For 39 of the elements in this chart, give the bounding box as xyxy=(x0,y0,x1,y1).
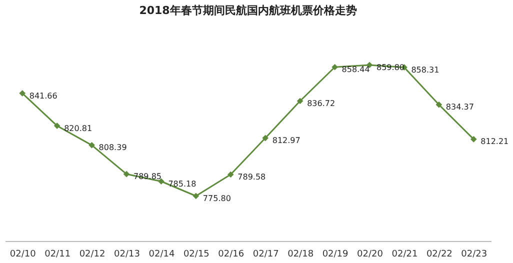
x-tick-label: 02/14 xyxy=(148,250,175,260)
data-label: 775.80 xyxy=(202,194,231,203)
point xyxy=(123,170,130,178)
data-label: 834.37 xyxy=(446,102,474,112)
data-label: 812.97 xyxy=(272,136,300,146)
x-tick-label: 02/16 xyxy=(218,250,244,260)
x-tick-label: 02/21 xyxy=(392,250,418,260)
x-tick-label: 02/12 xyxy=(79,250,106,260)
point xyxy=(158,178,164,185)
point xyxy=(262,134,269,142)
data-label: 785.18 xyxy=(168,179,196,188)
x-tick-label: 02/10 xyxy=(10,250,36,260)
x-tick-label: 02/15 xyxy=(183,250,210,260)
point xyxy=(436,101,442,108)
point xyxy=(296,98,304,104)
point xyxy=(88,142,95,148)
x-tick-label: 02/19 xyxy=(322,250,349,260)
x-tick-label: 02/13 xyxy=(114,250,140,260)
point xyxy=(470,136,477,142)
data-label: 820.81 xyxy=(64,124,92,133)
point xyxy=(192,192,200,200)
x-tick-label: 02/23 xyxy=(461,250,488,260)
x-tick-label: 02/11 xyxy=(44,250,71,260)
point xyxy=(54,122,60,129)
x-tick-label: 02/17 xyxy=(252,250,279,260)
data-label: 812.21 xyxy=(480,137,509,146)
x-tick-label: 02/18 xyxy=(288,250,314,260)
data-label: 858.31 xyxy=(411,65,440,74)
x-tick-label: 02/22 xyxy=(426,250,452,260)
point xyxy=(19,90,26,96)
data-label: 808.39 xyxy=(98,143,127,152)
data-label: 841.66 xyxy=(29,91,58,100)
data-label: 836.72 xyxy=(307,98,336,108)
chart-title: 2018年春节期间民航国内航班机票价格走势 xyxy=(139,4,357,17)
data-label: 858.44 xyxy=(342,65,370,74)
data-label: 789.58 xyxy=(238,172,266,182)
point xyxy=(332,64,338,70)
x-tick-label: 02/20 xyxy=(357,250,384,260)
point xyxy=(227,171,234,178)
